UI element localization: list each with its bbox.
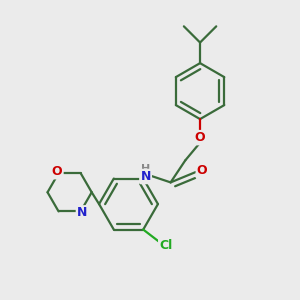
Text: N: N: [140, 170, 151, 183]
Text: N: N: [77, 206, 87, 219]
Text: H: H: [141, 164, 150, 173]
Text: O: O: [52, 165, 62, 178]
Text: O: O: [195, 131, 206, 144]
Text: Cl: Cl: [159, 239, 172, 252]
Text: O: O: [197, 164, 207, 177]
